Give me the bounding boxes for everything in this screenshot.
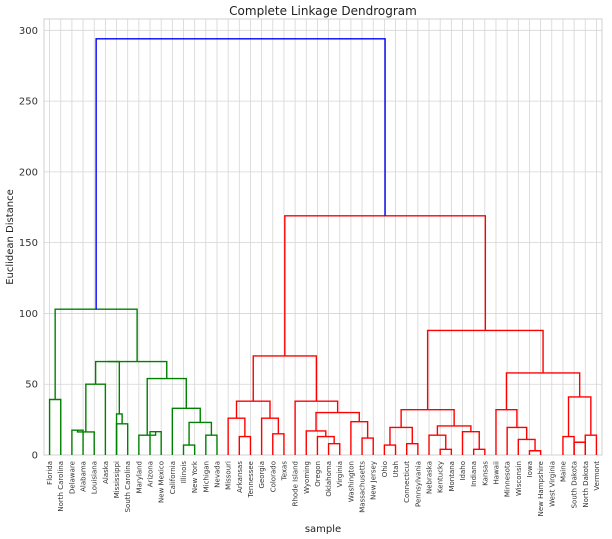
dendrogram-link — [472, 448, 486, 455]
dendrogram-link — [350, 421, 369, 455]
dendrogram-link — [54, 308, 138, 400]
dendrogram-link — [182, 444, 196, 455]
leaf-label: Mississippi — [113, 461, 121, 498]
leaf-label: Connecticut — [403, 461, 411, 503]
leaf-label: Oregon — [314, 461, 322, 487]
leaf-label: Kansas — [481, 461, 489, 486]
grid — [44, 19, 602, 456]
leaf-label: Minnesota — [504, 461, 512, 497]
leaf-label: Illinois — [180, 461, 188, 484]
dendrogram-link — [107, 360, 168, 379]
leaf-label: Florida — [46, 461, 54, 485]
leaf-label: Massachusetts — [359, 461, 367, 513]
y-tick-label: 0 — [32, 451, 38, 462]
leaf-label: Indiana — [470, 461, 478, 487]
y-tick-label: 50 — [25, 380, 38, 391]
chart-title: Complete Linkage Dendrogram — [229, 4, 417, 18]
dendrogram-link — [428, 434, 447, 455]
dendrogram-link — [85, 383, 107, 455]
x-axis-leaf-labels: Florida North Carolina Delaware Alabama Loui… — [46, 460, 601, 516]
dendrogram-link — [71, 429, 84, 455]
leaf-label: Oklahoma — [325, 461, 333, 497]
leaf-label: Colorado — [269, 461, 277, 492]
leaf-label: Nevada — [213, 461, 221, 488]
leaf-label: Iowa — [526, 461, 534, 477]
y-tick-label: 200 — [19, 167, 38, 178]
leaf-label: New Hampshire — [537, 461, 545, 516]
leaf-label: Ohio — [381, 461, 389, 477]
x-axis-label: sample — [305, 524, 341, 535]
leaf-label: New Mexico — [158, 461, 166, 503]
y-tick-label: 100 — [19, 309, 38, 320]
dendrogram-link — [426, 329, 544, 410]
leaf-label: Alaska — [102, 461, 110, 484]
leaf-label: Maryland — [135, 461, 143, 493]
leaf-label: New Jersey — [370, 461, 378, 500]
leaf-label: Rhode Island — [292, 461, 300, 506]
leaf-label: Texas — [280, 461, 288, 482]
dendrogram-link — [235, 400, 271, 419]
leaf-label: Missouri — [225, 461, 233, 490]
leaf-label: Michigan — [202, 461, 210, 492]
leaf-label: Pennsylvania — [414, 461, 422, 507]
dendrogram-link — [294, 400, 339, 455]
dendrogram-link — [573, 441, 586, 455]
leaf-label: South Carolina — [124, 461, 132, 512]
leaf-label: Kentucky — [437, 461, 445, 493]
leaf-label: South Dakota — [571, 461, 579, 508]
leaf-label: Louisiana — [91, 461, 99, 494]
dendrogram-link — [171, 407, 201, 455]
dendrogram-link — [205, 434, 218, 455]
leaf-label: Wyoming — [303, 461, 311, 494]
leaf-label: Maine — [559, 461, 567, 482]
y-axis-label: Euclidean Distance — [5, 189, 16, 285]
dendrogram-link — [138, 431, 157, 455]
leaf-label: Arkansas — [236, 461, 244, 493]
dendrogram-link — [76, 430, 95, 455]
dendrogram-link — [227, 417, 246, 455]
plot-frame — [43, 18, 603, 456]
leaf-label: Wisconsin — [515, 461, 523, 496]
leaf-label: Vermont — [593, 461, 601, 491]
leaf-label: North Dakota — [582, 461, 590, 508]
leaf-label: Hawaii — [492, 461, 500, 485]
leaf-label: West Virginia — [548, 461, 556, 507]
leaf-label: Arizona — [147, 461, 155, 487]
leaf-label: Utah — [392, 461, 400, 478]
y-tick-label: 250 — [19, 97, 38, 108]
leaf-label: Virginia — [336, 461, 344, 487]
leaf-label: Georgia — [258, 461, 266, 488]
leaf-label: Washington — [347, 461, 355, 502]
dendrogram-link — [439, 448, 453, 455]
leaf-label: Delaware — [68, 461, 76, 494]
dendrogram-link — [188, 421, 213, 446]
dendrogram-link — [517, 438, 536, 455]
leaf-label: Nebraska — [426, 461, 434, 494]
leaf-label: New York — [191, 460, 199, 493]
leaf-label: Tennessee — [247, 461, 255, 498]
dendrogram-link — [461, 430, 480, 455]
dendrogram-link — [383, 444, 397, 455]
dendrogram-links — [48, 38, 598, 455]
y-axis-ticks: 0 50 100 150 200 250 300 — [19, 26, 38, 462]
leaf-label: California — [169, 461, 177, 494]
leaf-label: Idaho — [459, 461, 467, 481]
dendrogram-link — [95, 38, 386, 310]
leaf-label: Alabama — [80, 461, 88, 492]
y-tick-label: 150 — [19, 238, 38, 249]
y-tick-label: 300 — [19, 26, 38, 37]
leaf-label: North Carolina — [57, 461, 65, 512]
leaf-label: Montana — [448, 461, 456, 492]
dendrogram-link — [436, 425, 472, 436]
dendrogram-link — [260, 417, 280, 455]
